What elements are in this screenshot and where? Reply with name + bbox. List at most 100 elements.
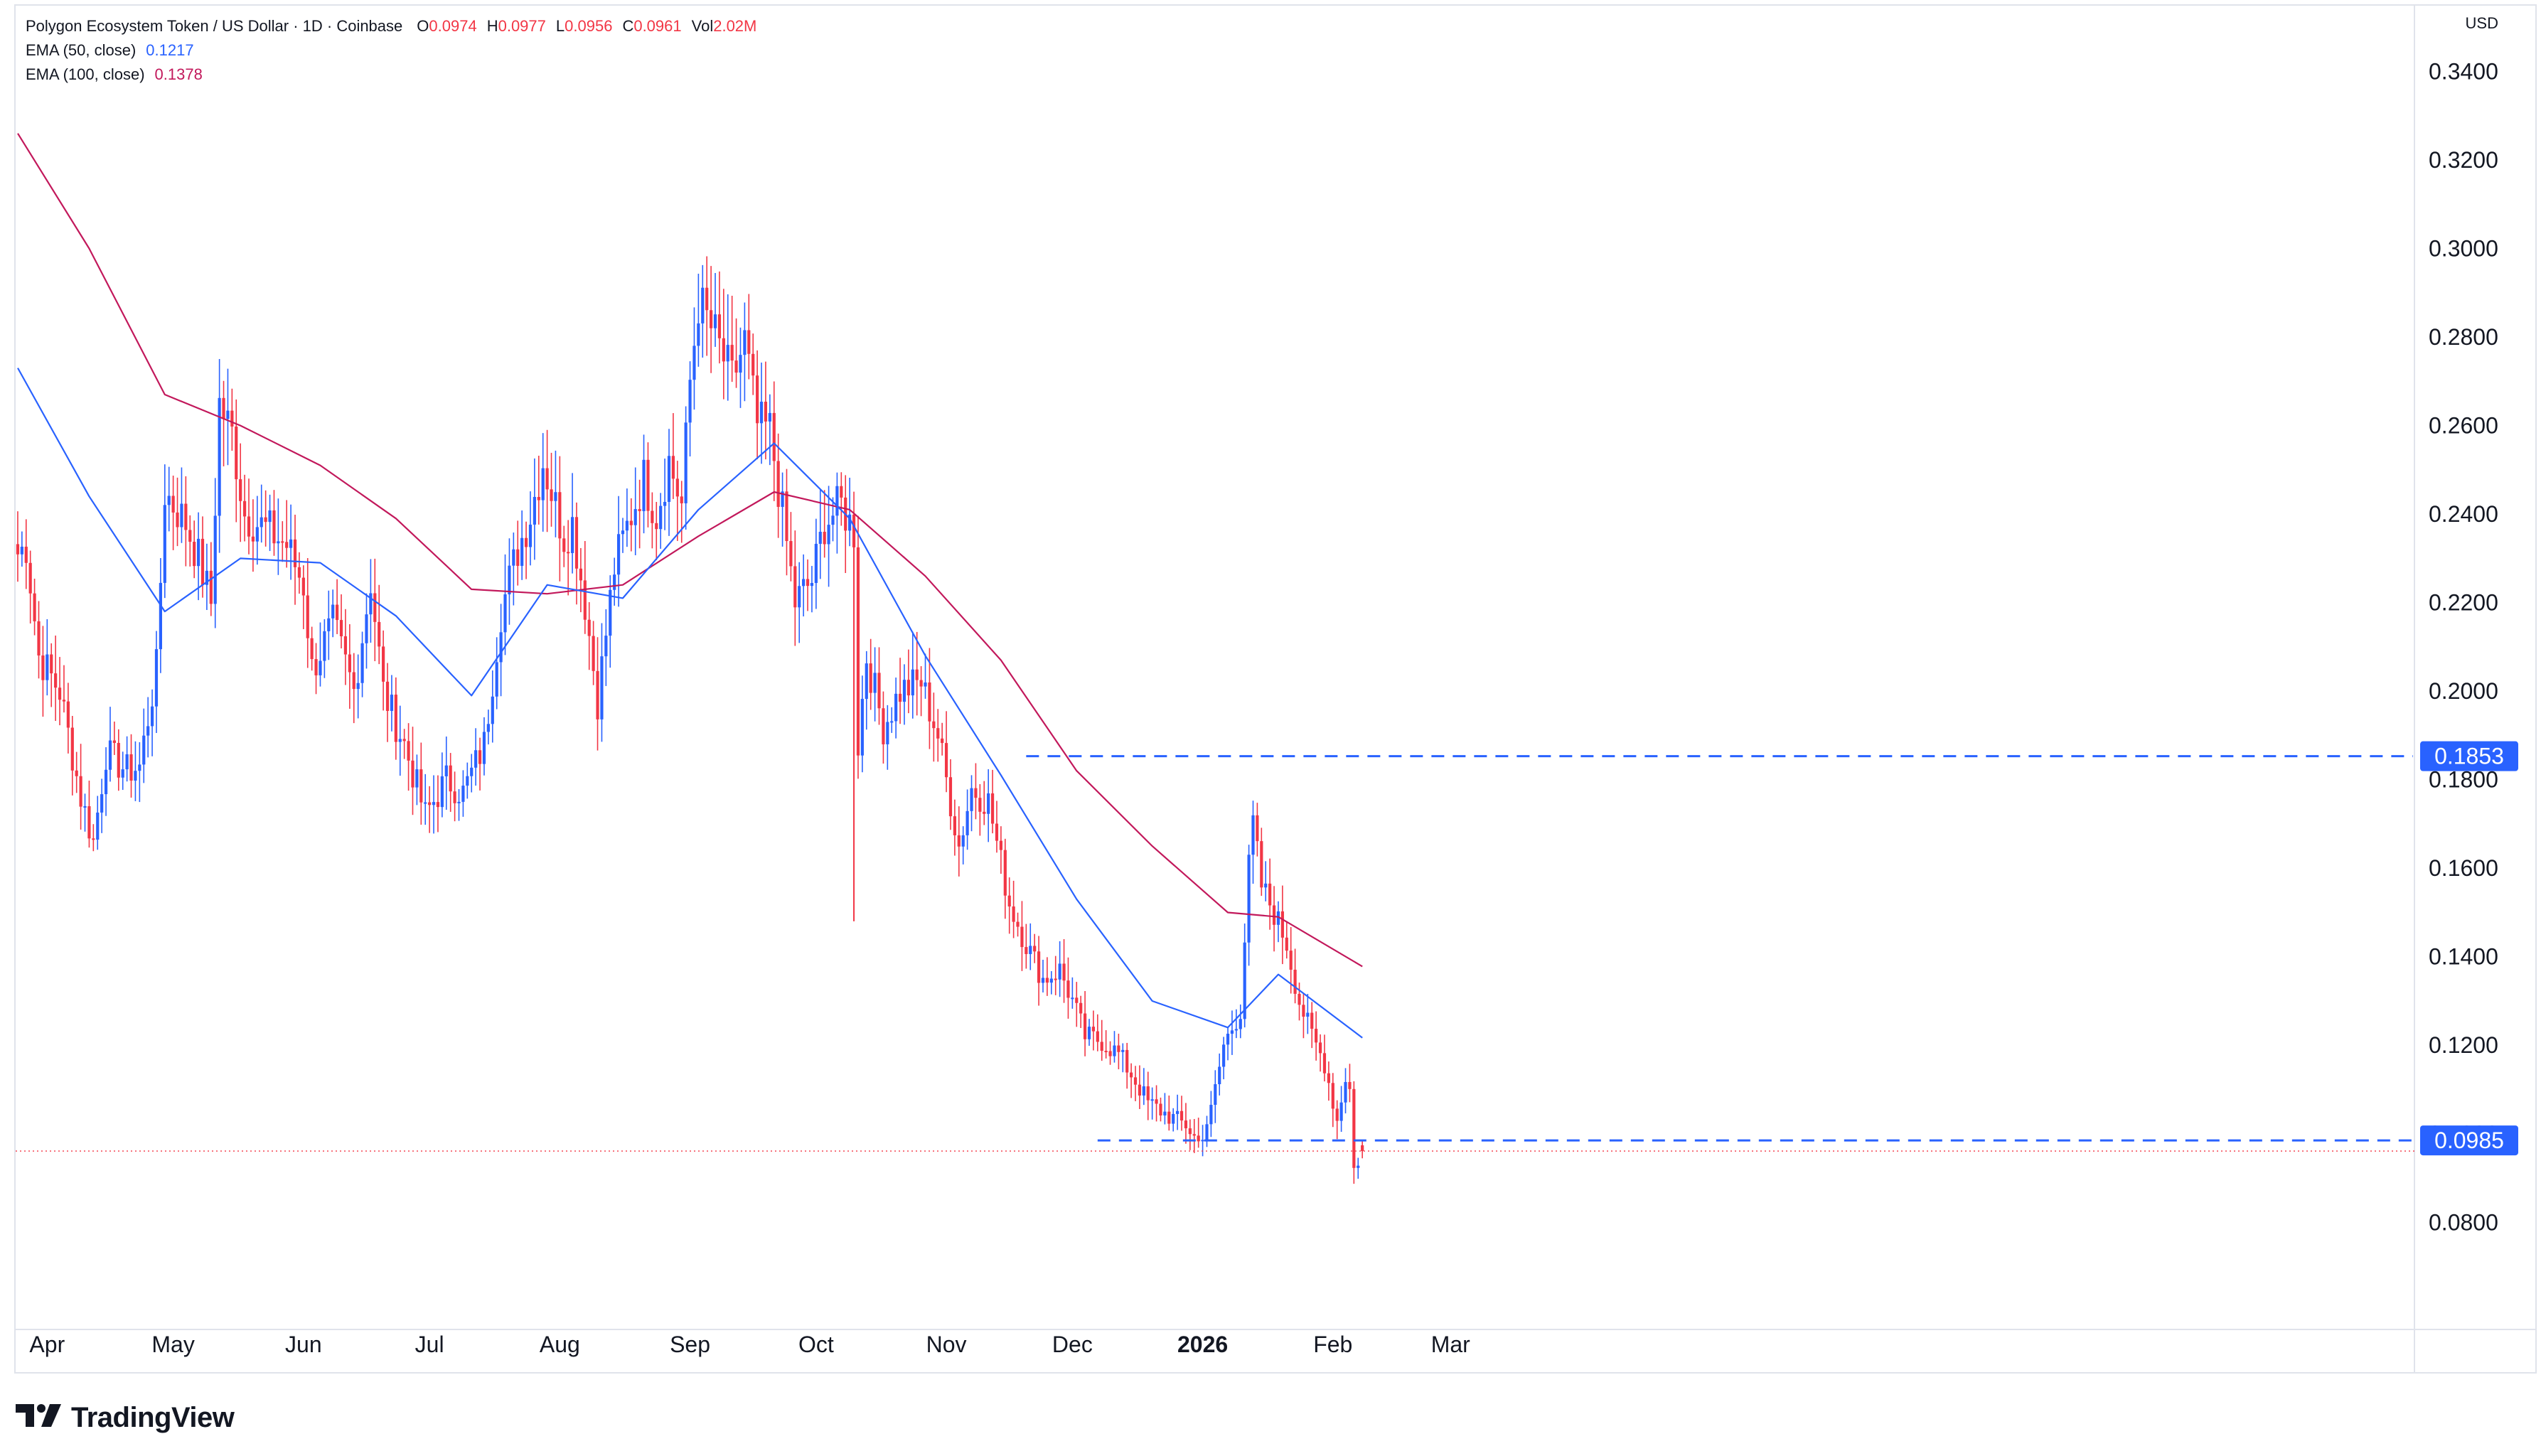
candle[interactable] bbox=[731, 296, 734, 382]
candle[interactable] bbox=[272, 490, 275, 556]
candle[interactable] bbox=[1138, 1066, 1141, 1109]
candle[interactable] bbox=[865, 651, 868, 729]
candle[interactable] bbox=[857, 516, 860, 779]
candle[interactable] bbox=[230, 389, 233, 451]
candle[interactable] bbox=[613, 557, 616, 605]
candle[interactable] bbox=[525, 522, 528, 579]
candle[interactable] bbox=[323, 619, 326, 678]
candle[interactable] bbox=[579, 548, 582, 612]
candle[interactable] bbox=[1088, 1019, 1091, 1046]
candle[interactable] bbox=[129, 734, 132, 798]
candle[interactable] bbox=[113, 722, 116, 755]
candle[interactable] bbox=[63, 665, 65, 713]
candle[interactable] bbox=[680, 481, 683, 542]
candle[interactable] bbox=[193, 520, 196, 578]
candle[interactable] bbox=[848, 478, 851, 546]
candle[interactable] bbox=[360, 631, 363, 697]
candle[interactable] bbox=[806, 560, 809, 611]
candle[interactable] bbox=[155, 631, 158, 732]
candle[interactable] bbox=[781, 473, 783, 547]
candle[interactable] bbox=[638, 480, 641, 548]
candle[interactable] bbox=[159, 558, 162, 673]
candle[interactable] bbox=[1302, 993, 1305, 1038]
candle[interactable] bbox=[1050, 971, 1053, 995]
candle[interactable] bbox=[508, 538, 510, 625]
candle[interactable] bbox=[164, 464, 166, 598]
candle[interactable] bbox=[1310, 1002, 1313, 1048]
candle[interactable] bbox=[962, 826, 965, 864]
candle[interactable] bbox=[29, 551, 32, 623]
candle[interactable] bbox=[1151, 1088, 1154, 1120]
ema100-legend-row[interactable]: EMA (100, close) 0.1378 bbox=[26, 63, 756, 87]
candle[interactable] bbox=[646, 442, 649, 528]
candle[interactable] bbox=[1167, 1096, 1170, 1130]
candle[interactable] bbox=[302, 565, 305, 629]
candle[interactable] bbox=[692, 307, 695, 410]
candle[interactable] bbox=[617, 496, 620, 607]
candle[interactable] bbox=[592, 621, 595, 685]
candle[interactable] bbox=[1059, 941, 1061, 997]
candle[interactable] bbox=[722, 289, 725, 399]
candle[interactable] bbox=[1298, 983, 1300, 1020]
candle[interactable] bbox=[474, 728, 477, 786]
candle[interactable] bbox=[411, 727, 414, 815]
candle[interactable] bbox=[105, 747, 107, 816]
candle[interactable] bbox=[1025, 924, 1027, 969]
candle[interactable] bbox=[432, 775, 435, 833]
candle[interactable] bbox=[1327, 1061, 1330, 1101]
candle[interactable] bbox=[1205, 1116, 1208, 1147]
candle[interactable] bbox=[1062, 939, 1065, 1003]
candle[interactable] bbox=[571, 473, 574, 573]
candle[interactable] bbox=[651, 493, 653, 549]
candle[interactable] bbox=[542, 433, 545, 532]
candle[interactable] bbox=[1281, 886, 1284, 964]
candle[interactable] bbox=[604, 609, 607, 686]
candle[interactable] bbox=[903, 664, 906, 724]
candle[interactable] bbox=[672, 413, 675, 499]
candle[interactable] bbox=[789, 512, 792, 582]
candle[interactable] bbox=[403, 729, 406, 759]
candle[interactable] bbox=[461, 770, 464, 817]
candle[interactable] bbox=[773, 381, 776, 500]
candle[interactable] bbox=[226, 369, 229, 466]
candle[interactable] bbox=[714, 273, 717, 347]
candle[interactable] bbox=[281, 521, 284, 562]
candle[interactable] bbox=[798, 562, 801, 643]
candle[interactable] bbox=[600, 623, 603, 742]
candle[interactable] bbox=[1008, 877, 1011, 933]
candle[interactable] bbox=[1323, 1034, 1326, 1081]
candle[interactable] bbox=[668, 429, 670, 536]
candle[interactable] bbox=[626, 488, 628, 547]
candle[interactable] bbox=[1134, 1066, 1137, 1101]
candle[interactable] bbox=[306, 558, 309, 668]
candle[interactable] bbox=[1260, 828, 1263, 896]
candle[interactable] bbox=[877, 647, 880, 724]
candle[interactable] bbox=[1092, 1010, 1095, 1050]
candle[interactable] bbox=[100, 778, 103, 833]
candle[interactable] bbox=[357, 655, 360, 719]
candle[interactable] bbox=[478, 738, 481, 791]
candle[interactable] bbox=[1352, 1081, 1355, 1184]
candle[interactable] bbox=[537, 456, 540, 525]
candle[interactable] bbox=[1189, 1120, 1192, 1150]
candle[interactable] bbox=[562, 526, 565, 567]
candle[interactable] bbox=[1079, 996, 1082, 1028]
candle[interactable] bbox=[138, 742, 141, 802]
candle[interactable] bbox=[172, 476, 175, 550]
candle[interactable] bbox=[235, 400, 237, 523]
candle[interactable] bbox=[727, 294, 729, 401]
candle[interactable] bbox=[945, 711, 948, 792]
candle[interactable] bbox=[1273, 886, 1275, 951]
candle[interactable] bbox=[739, 328, 742, 408]
candle[interactable] bbox=[386, 663, 389, 742]
candle[interactable] bbox=[1239, 1005, 1242, 1038]
candle[interactable] bbox=[894, 678, 897, 739]
candle[interactable] bbox=[899, 658, 902, 724]
candle[interactable] bbox=[1020, 901, 1023, 971]
candle[interactable] bbox=[298, 552, 301, 594]
candle[interactable] bbox=[769, 395, 771, 465]
candle[interactable] bbox=[252, 499, 255, 572]
candle[interactable] bbox=[1247, 845, 1250, 965]
candle[interactable] bbox=[920, 666, 923, 716]
candle[interactable] bbox=[151, 690, 154, 756]
